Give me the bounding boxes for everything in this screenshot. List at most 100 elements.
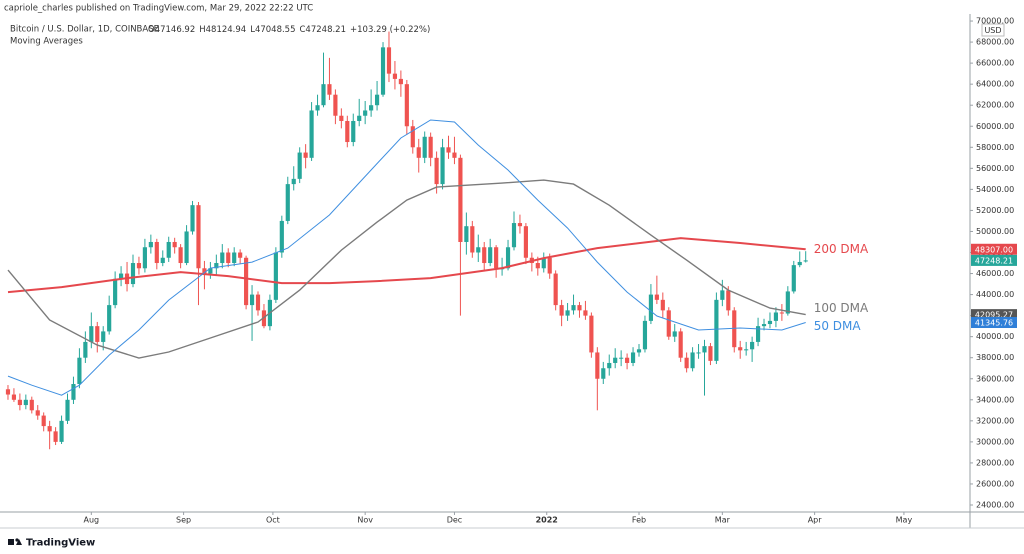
candle-body — [154, 241, 159, 264]
y-tick-label: 36000.00 — [976, 374, 1014, 383]
candle-body — [345, 120, 350, 143]
candle-body — [303, 152, 308, 158]
candle-body — [535, 263, 540, 269]
ohlc-legend: O47146.92 H48124.94 L47048.55 C47248.21 +103… — [148, 25, 430, 35]
candle-body — [404, 84, 409, 127]
candle-body — [357, 115, 362, 121]
candle-body — [380, 47, 386, 95]
candle-body — [148, 241, 153, 248]
candle-body — [232, 252, 237, 264]
candle-body — [654, 294, 659, 300]
x-tick-label: Mar — [715, 516, 731, 525]
y-tick-label: 34000.00 — [976, 395, 1014, 404]
y-tick-label: 26000.00 — [976, 479, 1014, 488]
candle-body — [321, 84, 326, 106]
y-tick-label: 44000.00 — [976, 290, 1014, 299]
candle-body — [761, 324, 767, 327]
candle-body — [607, 362, 612, 369]
candle-body — [136, 263, 142, 269]
candle-body — [422, 136, 427, 158]
candle-body — [273, 252, 278, 300]
candle-body — [505, 247, 511, 269]
y-tick-label: 28000.00 — [976, 458, 1014, 467]
candle-body — [29, 399, 34, 411]
ohlc-value: +103.29 (+0.22%) — [350, 25, 430, 35]
candle-body — [392, 73, 398, 79]
candle-body — [244, 257, 249, 306]
x-tick-label: Apr — [808, 516, 823, 525]
candle-body — [678, 331, 683, 358]
candle-body — [41, 415, 46, 427]
candle-body — [559, 305, 564, 316]
candle-body — [47, 426, 52, 432]
candle-body — [595, 352, 600, 379]
price-label-box — [971, 243, 1017, 255]
symbol-title: Bitcoin / U.S. Dollar, 1D, COINBASE — [10, 25, 159, 35]
candle-body — [363, 110, 368, 116]
candle-body — [77, 357, 82, 385]
candle-body — [369, 105, 374, 111]
y-tick-label: 68000.00 — [976, 38, 1014, 47]
x-tick-label: Feb — [632, 516, 646, 525]
candle-body — [398, 78, 403, 85]
candle-body — [767, 320, 773, 325]
y-tick-label: 46000.00 — [976, 269, 1014, 278]
candle-body — [744, 349, 749, 351]
candle-body — [452, 152, 457, 158]
candle-body — [178, 247, 183, 264]
publisher: capriole_charles published on TradingVie… — [4, 4, 313, 14]
x-tick-label: 2022 — [536, 516, 558, 525]
candle-body — [255, 294, 261, 311]
candle-body — [511, 223, 517, 248]
candle-body — [785, 291, 790, 314]
candle-body — [190, 205, 195, 232]
candle-body — [470, 226, 475, 253]
candle-body — [130, 263, 136, 285]
candle-body — [184, 231, 189, 264]
ohlc-value: H48124.94 — [199, 25, 246, 35]
candle-body — [553, 273, 558, 306]
y-tick-label: 66000.00 — [976, 59, 1014, 68]
candle-body — [309, 110, 314, 158]
candle-body — [517, 223, 523, 227]
candle-body — [291, 178, 296, 185]
candle-body — [113, 278, 118, 306]
candle-body — [327, 84, 332, 95]
y-tick-label: 30000.00 — [976, 437, 1014, 446]
candle-body — [779, 312, 784, 314]
y-tick-label: 54000.00 — [976, 185, 1014, 194]
y-tick-label: 38000.00 — [976, 353, 1014, 362]
candle-body — [803, 260, 808, 262]
candle-body — [547, 257, 552, 274]
candle-body — [249, 294, 255, 306]
price-label-box — [971, 317, 1017, 329]
y-tick-label: 60000.00 — [976, 122, 1014, 131]
candle-body — [791, 265, 796, 292]
candle-body — [89, 326, 94, 342]
candle-body — [630, 352, 636, 363]
candle-body — [434, 157, 439, 185]
candle-body — [53, 431, 58, 442]
candle-body — [750, 341, 755, 350]
ma-annotation: 50 DMA — [814, 319, 862, 333]
candle-body — [523, 226, 528, 258]
candle-body — [166, 241, 171, 258]
price-label-box — [971, 254, 1017, 266]
candle-body — [339, 115, 344, 121]
candle-body — [119, 273, 124, 279]
candle-body — [315, 105, 320, 111]
candle-body — [708, 346, 713, 361]
price-label: 42095.27 — [975, 311, 1013, 320]
x-tick-label: Nov — [357, 516, 373, 525]
candle-body — [625, 357, 630, 363]
y-tick-label: 58000.00 — [976, 143, 1014, 152]
candle-body — [238, 252, 243, 258]
y-tick-label: 70000.00 — [976, 17, 1014, 26]
candle-body — [720, 290, 725, 300]
currency-box — [981, 23, 1005, 37]
candle-body — [714, 299, 719, 361]
ma-line — [7, 119, 806, 396]
candle-body — [59, 420, 64, 442]
candle-body — [589, 315, 594, 353]
